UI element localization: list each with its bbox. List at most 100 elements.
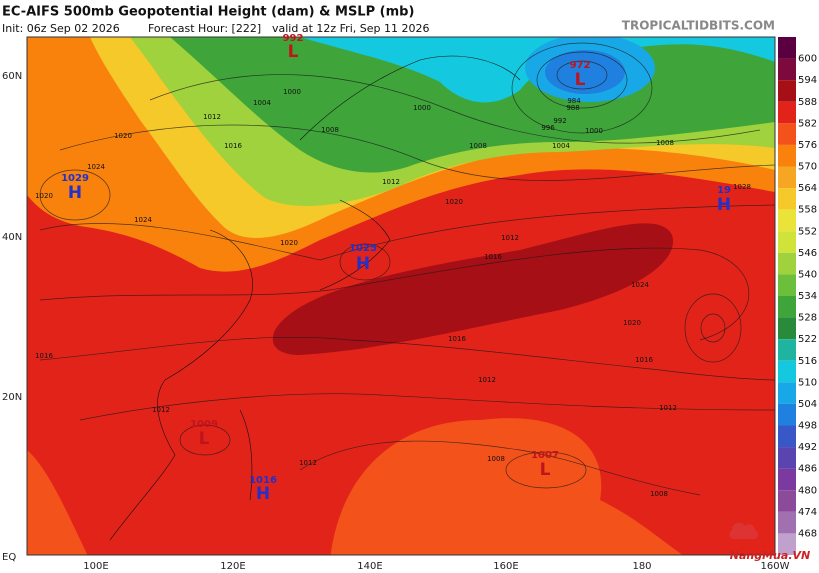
lon-label: 120E (220, 561, 245, 572)
color-swatch (778, 209, 796, 232)
contour-label: 1020 (35, 192, 53, 200)
center-value: 1016 (249, 475, 277, 486)
color-swatch (778, 317, 796, 340)
contour-label: 988 (566, 104, 579, 112)
level-label: 498 (798, 421, 817, 432)
color-swatch (778, 58, 796, 81)
color-swatch (778, 339, 796, 361)
contour-label: 1012 (203, 113, 221, 121)
level-label: 540 (798, 269, 817, 280)
level-label: 522 (798, 334, 817, 345)
color-swatch (778, 80, 796, 102)
contour-label: 1008 (469, 142, 487, 150)
contour-label: 1020 (280, 239, 298, 247)
lon-label: 160W (761, 561, 790, 572)
level-label: 582 (798, 118, 817, 129)
level-label: 570 (798, 162, 817, 173)
color-swatch (778, 490, 796, 512)
forecast-hour: Forecast Hour: [222] (148, 22, 261, 35)
level-label: 534 (798, 291, 817, 302)
level-label: 504 (798, 399, 817, 410)
contour-label: 1016 (448, 335, 466, 343)
level-label: 480 (798, 485, 817, 496)
level-label: 474 (798, 507, 817, 518)
color-swatch (778, 144, 796, 167)
contour-label: 1008 (487, 455, 505, 463)
contour-label: 1024 (631, 281, 649, 289)
lat-label: 60N (2, 71, 22, 82)
lon-label: 180 (632, 561, 651, 572)
color-swatch (778, 231, 796, 253)
center-value: 19 (717, 185, 731, 196)
valid-time: valid at 12z Fri, Sep 11 2026 (272, 22, 429, 35)
lat-label: 20N (2, 392, 22, 403)
title: EC-AIFS 500mb Geopotential Height (dam) … (2, 5, 414, 20)
color-swatch (778, 511, 796, 534)
color-swatch (778, 447, 796, 469)
contour-label: 1016 (224, 142, 242, 150)
contour-label: 1004 (552, 142, 570, 150)
color-swatch (778, 425, 796, 448)
contour-label: 1008 (321, 126, 339, 134)
low-core-504 (545, 50, 625, 94)
center-value: 972 (570, 60, 591, 71)
contour-label: 1012 (152, 406, 170, 414)
level-label: 576 (798, 140, 817, 151)
color-swatch (778, 166, 796, 189)
contour-label: 1012 (501, 234, 519, 242)
color-swatch (778, 382, 796, 404)
contour-label: 1012 (382, 178, 400, 186)
contour-label: 992 (553, 117, 566, 125)
center-symbol: H (68, 183, 82, 203)
contour-label: 1012 (299, 459, 317, 467)
contour-label: 1016 (484, 253, 502, 261)
field-582-sw (27, 450, 88, 555)
contour-label: 984 (567, 97, 581, 105)
contour-label: 1016 (635, 356, 653, 364)
center-value: 992 (283, 33, 304, 44)
field-594 (272, 223, 674, 355)
level-label: 516 (798, 356, 817, 367)
level-label: 510 (798, 377, 817, 388)
center-symbol: H (717, 195, 731, 215)
field-582-south (330, 418, 683, 555)
center-symbol: H (256, 484, 270, 504)
color-swatch (778, 296, 796, 318)
level-label: 492 (798, 442, 817, 453)
color-swatch (778, 123, 796, 145)
level-label: 558 (798, 205, 817, 216)
color-swatch (778, 274, 796, 296)
contour-label: 1004 (253, 99, 271, 107)
color-swatch (778, 101, 796, 124)
center-value: 1007 (531, 450, 559, 461)
color-bar: 600 594 588 582 576 570 564 558 552 546 540 534 528 5… (778, 37, 817, 555)
color-swatch (778, 533, 796, 555)
watermark-text: NangMua.VN (730, 549, 810, 562)
center-symbol: L (575, 70, 586, 90)
level-label: 594 (798, 75, 817, 86)
contour-label: 1016 (35, 352, 53, 360)
contour-label: 1020 (445, 198, 463, 206)
center-value: 1025 (349, 243, 377, 254)
center-value: 1029 (61, 173, 89, 184)
contour-label: 1012 (659, 404, 677, 412)
watermark: NangMua.VN (729, 522, 810, 562)
color-swatch (778, 188, 796, 210)
level-label: 600 (798, 54, 817, 65)
level-label: 552 (798, 226, 817, 237)
color-swatch (778, 252, 796, 275)
contour-label: 1000 (283, 88, 301, 96)
center-symbol: L (199, 429, 210, 449)
contour-label: 1000 (413, 104, 431, 112)
contour-label: 1020 (623, 319, 641, 327)
center-symbol: L (288, 42, 299, 62)
init-time: Init: 06z Sep 02 2026 (2, 22, 120, 35)
contour-label: 1024 (87, 163, 105, 171)
level-label: 564 (798, 183, 817, 194)
contour-label: 1024 (134, 216, 152, 224)
contour-label: 1008 (656, 139, 674, 147)
center-symbol: L (540, 460, 551, 480)
lon-label: 160E (493, 561, 518, 572)
